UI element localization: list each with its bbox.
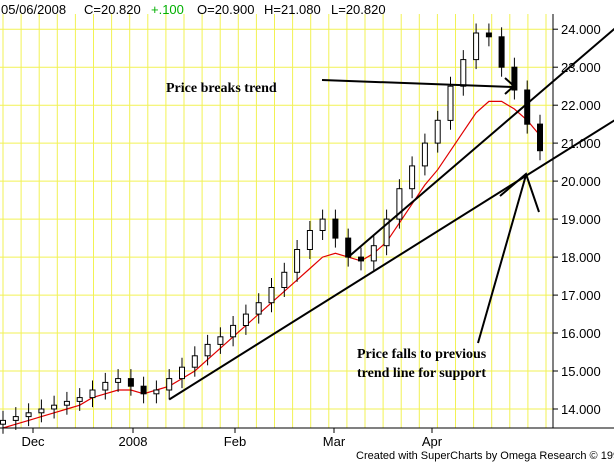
annotation-price-falls-line1: Price falls to previous — [357, 347, 487, 362]
price-bar-body — [396, 188, 403, 220]
price-bar-body — [204, 343, 211, 357]
price-bar-body — [268, 287, 275, 304]
quote-high: H=21.080 — [264, 2, 321, 17]
price-bar-body — [460, 59, 467, 87]
y-tick-label: 14.000 — [561, 402, 601, 417]
horizontal-gridlines — [0, 28, 553, 410]
price-bar-body — [76, 397, 83, 402]
price-bar-body — [89, 389, 96, 399]
price-bar-body — [473, 32, 480, 61]
y-tick-label: 19.000 — [561, 212, 601, 227]
y-tick-label: 23.000 — [561, 60, 601, 75]
price-bar-body — [345, 237, 352, 258]
price-bar-body — [358, 256, 364, 262]
quote-date: 05/06/2008 — [1, 2, 66, 17]
y-tick-label: 15.000 — [561, 364, 601, 379]
price-bar-body — [217, 336, 224, 345]
price-bar-body — [498, 36, 505, 68]
price-bar-body — [434, 119, 441, 144]
price-bars-layer — [0, 23, 543, 434]
credit-line: Created with SuperCharts by Omega Resear… — [356, 450, 614, 462]
x-tick-label: 2008 — [119, 434, 148, 449]
price-bar-body — [370, 245, 377, 262]
price-bar-body — [242, 313, 249, 327]
price-bar-body — [537, 123, 543, 152]
x-tick-label: Dec — [21, 434, 45, 449]
price-bar-body — [153, 389, 160, 395]
price-bar-body — [102, 381, 109, 391]
price-bar-body — [281, 271, 288, 288]
price-bar-body — [63, 400, 70, 406]
price-bar-body — [511, 66, 518, 91]
price-bar-body — [383, 218, 390, 247]
price-bar-body — [25, 412, 32, 418]
price-bar-body — [51, 404, 58, 410]
x-tick-label: Apr — [422, 434, 443, 449]
price-bar-body — [127, 378, 134, 387]
quote-low: L=20.820 — [331, 2, 386, 17]
y-tick-label: 16.000 — [561, 326, 601, 341]
price-bar-body — [255, 302, 262, 315]
y-tick-label: 20.000 — [561, 174, 601, 189]
trendline — [347, 27, 614, 258]
price-bar-body — [421, 142, 428, 167]
price-bar-body — [409, 165, 416, 190]
price-bar-body — [0, 419, 6, 425]
price-bar-body — [191, 355, 198, 368]
price-bar-body — [140, 385, 147, 395]
price-bar-body — [38, 408, 45, 414]
support-arrow-line — [477, 174, 527, 344]
x-tick-label: Feb — [224, 434, 246, 449]
y-tick-label: 21.000 — [561, 136, 601, 151]
price-bar-body — [294, 249, 301, 273]
price-bar-body — [447, 85, 454, 121]
quote-change: +.100 — [151, 2, 184, 17]
price-bar-body — [115, 378, 122, 383]
annotation-price-breaks-trend: Price breaks trend — [166, 81, 277, 96]
y-axis-ticks: 24.000 23.000 22.000 21.000 20.000 19.000 18.0… — [553, 22, 601, 417]
price-bar-body — [306, 230, 313, 250]
price-bar-body — [12, 416, 19, 421]
x-tick-label: Mar — [323, 434, 346, 449]
support-arrowhead — [499, 172, 540, 213]
price-bar-body — [485, 32, 492, 38]
quote-header: 05/06/2008 C=20.820 +.100 O=20.900 H=21.… — [1, 1, 386, 18]
annotation-price-falls-line2: trend line for support — [357, 366, 486, 381]
price-bar-body — [524, 89, 531, 125]
y-tick-label: 24.000 — [561, 22, 601, 37]
quote-open: O=20.900 — [197, 2, 254, 17]
quote-close: C=20.820 — [84, 2, 141, 17]
x-axis-ticks: Dec 2008 Feb Mar Apr — [21, 428, 443, 449]
annotation-arrows — [321, 77, 540, 344]
price-bar-body — [332, 218, 339, 239]
price-bar-body — [319, 218, 326, 232]
y-tick-label: 22.000 — [561, 98, 601, 113]
y-tick-label: 17.000 — [561, 288, 601, 303]
price-bar-body — [179, 366, 185, 380]
price-bar-body — [166, 378, 173, 391]
breaks-arrow-line — [321, 79, 514, 88]
price-bar-body — [230, 324, 237, 338]
y-tick-label: 18.000 — [561, 250, 601, 265]
breaks-arrowhead — [504, 77, 516, 95]
vertical-gridlines — [2, 14, 547, 428]
